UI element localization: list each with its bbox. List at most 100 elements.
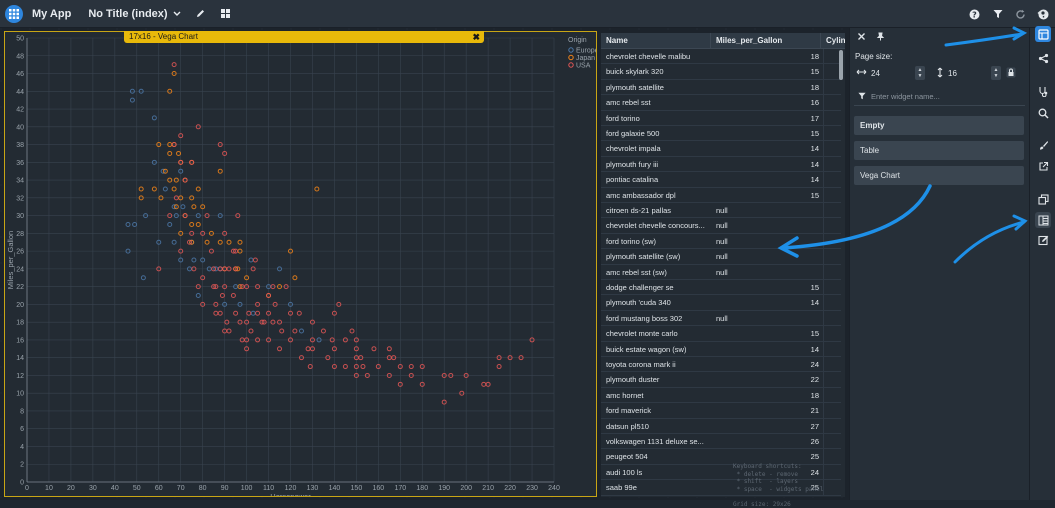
edit-icon[interactable] [1035,232,1051,248]
height-value[interactable]: 16 [948,68,957,78]
legend-label[interactable]: Europe [576,48,599,55]
data-point-usa [195,124,201,130]
data-point-europe [132,221,138,227]
legend-label[interactable]: USA [576,63,591,70]
table-row[interactable]: chevrolet chevelle concours... null [601,218,841,234]
width-stepper[interactable]: ▲ ▼ [915,66,925,80]
cell-cylinders [823,357,841,372]
cell-name: amc hornet [606,390,644,400]
table-row[interactable]: ford galaxie 500 15 [601,126,841,142]
close-icon[interactable] [857,32,866,44]
refresh-icon[interactable] [1009,9,1032,20]
table-widget[interactable]: Name Miles_per_Gallon Cylin chevrolet ch… [601,33,845,497]
stethoscope-icon[interactable] [1035,83,1051,99]
table-row[interactable]: chevrolet impala 14 [601,141,841,157]
table-row[interactable]: dodge challenger se 15 [601,280,841,296]
page-selector[interactable]: No Title (index) [88,8,181,20]
data-point-europe [288,301,293,307]
table-row[interactable]: datsun pl510 27 [601,418,841,434]
layout-icon[interactable] [220,8,231,19]
data-point-usa [529,337,535,343]
table-row[interactable]: amc rebel sst 16 [601,95,841,111]
pencil-icon[interactable] [195,8,206,19]
data-point-europe [138,88,144,94]
data-point-usa [358,355,364,361]
cell-cylinders [823,464,841,480]
table-row[interactable]: citroen ds-21 pallas null [601,203,841,219]
widget-tab[interactable]: 17x16 - Vega Chart ✖ [124,31,484,43]
column-header-name[interactable]: Name [601,33,711,49]
pin-icon[interactable] [876,32,885,44]
table-row[interactable]: saab 99e 25 [601,480,841,496]
table-row[interactable]: peugeot 504 25 [601,449,841,465]
table-scrollbar[interactable] [839,50,843,80]
brush-icon[interactable] [1035,137,1051,153]
lock-icon[interactable] [1006,67,1016,80]
data-point-japan [189,195,195,201]
filter-icon[interactable] [986,9,1009,19]
data-point-europe [248,257,254,263]
table-row[interactable]: chevrolet monte carlo 15 [601,326,841,342]
table-row[interactable]: toyota corona mark ii 24 [601,357,841,373]
height-stepper[interactable]: ▲ ▼ [991,66,1001,80]
table-row[interactable]: pontiac catalina 14 [601,172,841,188]
table-row[interactable]: chevrolet chevelle malibu 18 [601,49,841,65]
table-row[interactable]: ford mustang boss 302 null [601,310,841,327]
table-row[interactable]: plymouth satellite (sw) null [601,249,841,265]
table-row[interactable]: plymouth satellite 18 [601,79,841,96]
help-icon[interactable]: ? [963,9,986,20]
table-row[interactable]: ford maverick 21 [601,403,841,419]
data-point-japan [292,275,298,281]
table-row[interactable]: ford torino (sw) null [601,233,841,250]
cell-cylinders [823,49,841,64]
grid-logo-icon[interactable] [5,4,23,23]
widget-filter-input[interactable]: Enter widget name... [871,92,940,101]
table-row[interactable]: volkswagen 1131 deluxe se... 26 [601,434,841,450]
table-row[interactable]: plymouth 'cuda 340 14 [601,295,841,311]
table-row[interactable]: plymouth duster 22 [601,372,841,388]
legend-label[interactable]: Japan [576,55,595,62]
data-point-usa [331,364,337,370]
table-row[interactable]: buick skylark 320 15 [601,64,841,80]
search-icon[interactable] [1035,105,1051,121]
data-point-europe [180,204,186,210]
widget-table-button[interactable]: Table [854,141,1024,160]
data-point-japan [156,142,162,148]
data-point-usa [375,364,381,370]
column-header-mpg[interactable]: Miles_per_Gallon [711,33,821,49]
copy-icon[interactable] [1035,191,1051,207]
close-icon[interactable]: ✖ [472,32,480,42]
page-size-label: Page size: [855,52,893,61]
widget-filter[interactable]: Enter widget name... [854,88,1025,106]
data-point-usa [226,328,232,334]
cell-mpg: 21 [810,406,819,416]
table-row[interactable]: plymouth fury iii 14 [601,156,841,173]
table-row[interactable]: amc rebel sst (sw) null [601,264,841,280]
share-icon[interactable] [1035,50,1051,66]
data-point-usa [200,301,206,307]
table-row[interactable]: buick estate wagon (sw) 14 [601,341,841,357]
table-row[interactable]: audi 100 ls 24 [601,464,841,481]
column-header-cylinders[interactable]: Cylin [821,33,845,49]
data-point-usa [178,159,184,165]
widget-vega-chart-button[interactable]: Vega Chart [854,166,1024,185]
widgets-icon[interactable] [1035,26,1051,42]
width-value[interactable]: 24 [871,68,880,78]
table-row[interactable]: ford torino 17 [601,110,841,126]
cell-mpg: 15 [810,190,819,200]
svg-text:?: ? [972,10,977,19]
data-point-japan [235,266,241,272]
table-row[interactable]: amc ambassador dpl 15 [601,187,841,203]
widget-empty-button[interactable]: Empty [854,116,1024,135]
height-control: 16 ▲ ▼ [936,66,1016,80]
table-icon[interactable] [1035,212,1051,228]
cell-name: plymouth 'cuda 340 [606,298,671,308]
vega-chart-widget[interactable]: 0 10 20 30 40 50 60 70 80 90 100 110 120 130 140 150 160… [4,31,599,501]
data-point-usa [173,195,179,201]
filter-icon [858,92,866,102]
eye-icon[interactable] [1035,5,1051,21]
external-icon[interactable] [1035,158,1051,174]
data-point-usa [261,319,267,325]
y-tick-label: 8 [20,408,24,415]
table-row[interactable]: amc hornet 18 [601,387,841,404]
